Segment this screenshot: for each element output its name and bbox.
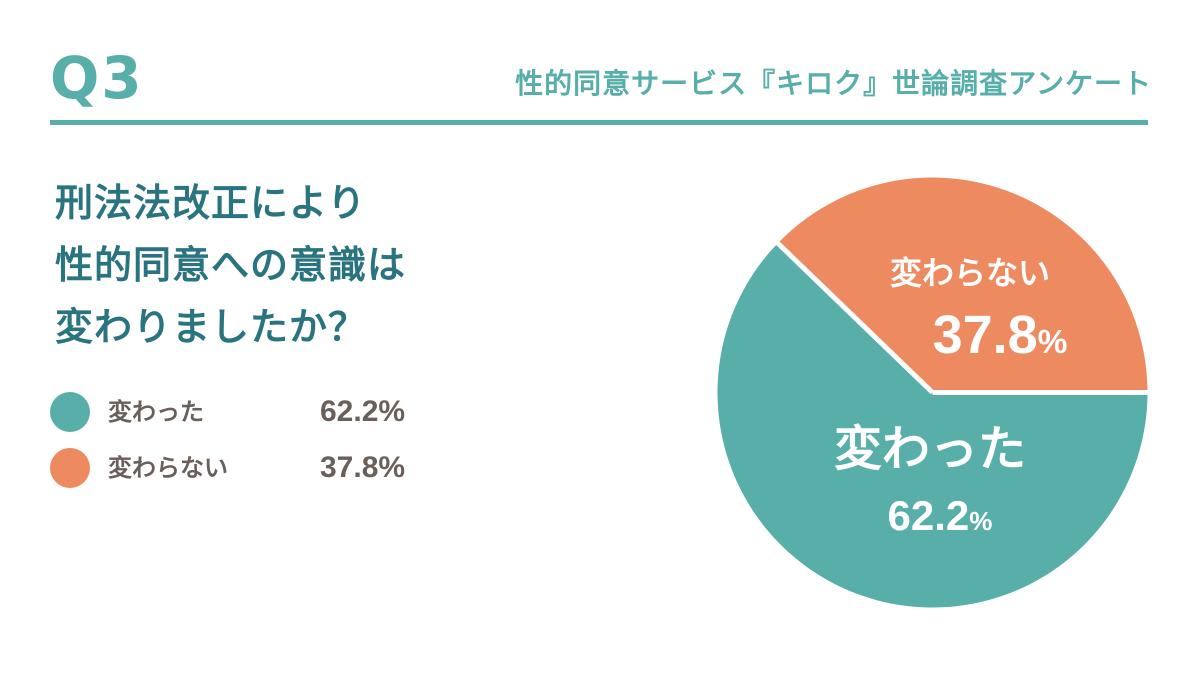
legend-swatch-teal-icon	[50, 392, 90, 432]
legend-item-changed: 変わった 62.2%	[50, 392, 470, 448]
question-line-1: 刑法法改正により	[55, 181, 367, 225]
legend-item-unchanged: 変わらない 37.8%	[50, 448, 470, 504]
chart-legend: 変わった 62.2% 変わらない 37.8%	[50, 392, 470, 504]
pie-value-unchanged: 37.8%	[885, 305, 1115, 373]
pie-label-unchanged: 変わらない	[889, 254, 1050, 292]
pie-label-changed: 変わった	[833, 421, 1026, 477]
pie-value-number: 37.8	[932, 305, 1038, 365]
question-line-3: 変わりましたか？	[55, 305, 368, 349]
pie-slice-unchanged	[777, 177, 1148, 393]
legend-label: 変わった	[108, 398, 204, 426]
pie-slice-changed	[717, 243, 1148, 608]
question-text: 刑法法改正により 性的同意への意識は 変わりましたか？	[55, 172, 575, 358]
pie-value-unit: %	[969, 506, 993, 536]
pie-value-changed: 62.2%	[845, 491, 1035, 546]
legend-swatch-orange-icon	[50, 448, 90, 488]
pie-chart: 変わらない 37.8% 変わった 62.2%	[715, 175, 1150, 610]
legend-label: 変わらない	[108, 454, 228, 482]
question-number: Q3	[50, 44, 144, 112]
legend-value: 62.2%	[320, 395, 406, 428]
pie-value-unit: %	[1037, 324, 1068, 361]
question-line-2: 性的同意への意識は	[55, 243, 407, 287]
survey-title: 性的同意サービス『キロク』世論調査アンケート	[515, 67, 1152, 100]
pie-chart-graphic	[717, 177, 1148, 608]
pie-value-number: 62.2	[887, 492, 970, 539]
pie-divider	[776, 241, 935, 395]
header-divider	[50, 120, 1148, 125]
legend-value: 37.8%	[320, 451, 406, 484]
